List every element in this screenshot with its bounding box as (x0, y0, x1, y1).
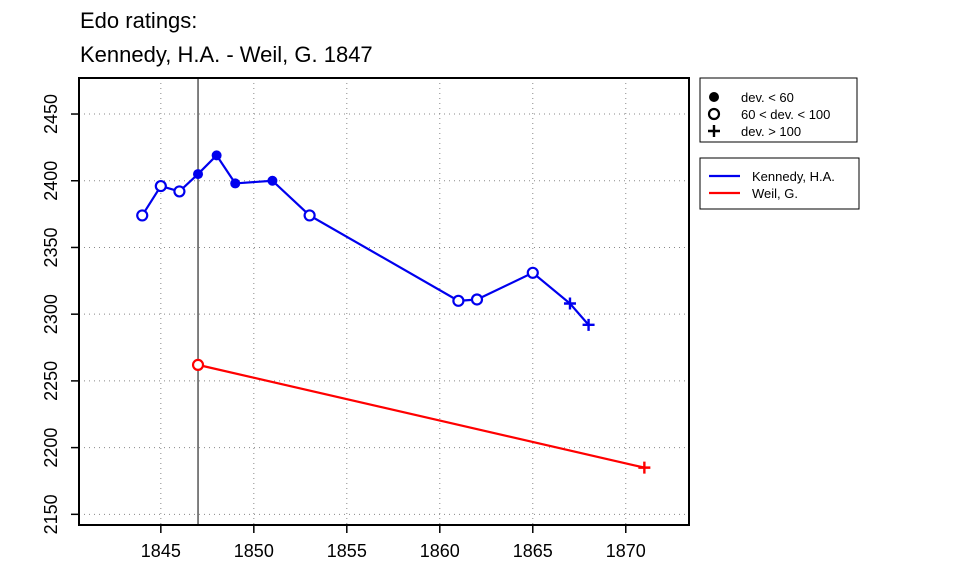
data-point-0-8 (452, 294, 465, 307)
x-tick-label-4: 1865 (513, 541, 553, 561)
data-point-0-9 (470, 293, 484, 306)
data-point-0-6 (267, 175, 278, 186)
marker-legend-box (699, 77, 858, 143)
marker-legend-symbol-1 (707, 107, 721, 121)
x-axis: 1845 1850 1855 1860 1865 1870 (141, 525, 646, 561)
series-legend-label-1: Weil, G. (752, 186, 798, 201)
series-legend-label-0: Kennedy, H.A. (752, 169, 835, 184)
data-point-0-7 (303, 209, 316, 222)
x-tick-label-3: 1860 (420, 541, 460, 561)
data-point-0-0 (136, 209, 149, 222)
series-legend-box (699, 157, 860, 210)
y-tick-label-3: 2300 (41, 294, 61, 334)
y-tick-label-2: 2250 (41, 361, 61, 401)
marker-legend-symbol-2 (708, 125, 720, 137)
x-tick-label-1: 1850 (234, 541, 274, 561)
marker-legend-symbol-0 (709, 92, 719, 102)
marker-legend-label-0: dev. < 60 (741, 90, 794, 105)
y-tick-label-5: 2400 (41, 161, 61, 201)
y-tick-label-1: 2200 (41, 428, 61, 468)
data-point-1-0 (191, 358, 205, 371)
grid-lines (79, 78, 689, 525)
chart-title-line-2: Kennedy, H.A. - Weil, G. 1847 (80, 42, 373, 67)
marker-legend-label-1: 60 < dev. < 100 (741, 107, 830, 122)
y-tick-label-0: 2150 (41, 494, 61, 534)
data-point-0-10 (526, 266, 539, 279)
data-point-0-5 (230, 178, 241, 189)
x-tick-label-0: 1845 (141, 541, 181, 561)
data-point-1-1 (638, 461, 651, 474)
y-tick-label-4: 2350 (41, 227, 61, 267)
data-point-0-1 (154, 179, 167, 193)
x-tick-label-5: 1870 (606, 541, 646, 561)
x-tick-label-2: 1855 (327, 541, 367, 561)
data-point-0-11 (563, 297, 576, 310)
chart-title-line-1: Edo ratings: (80, 8, 197, 33)
series-line-1 (197, 363, 645, 469)
marker-legend: dev. < 60 60 < dev. < 100 dev. > 100 (699, 77, 858, 143)
data-point-0-3 (193, 169, 204, 180)
marker-legend-label-2: dev. > 100 (741, 124, 801, 139)
data-point-0-2 (173, 185, 186, 198)
series-legend: Kennedy, H.A. Weil, G. (699, 157, 860, 210)
y-axis: 2150 2200 2250 2300 2350 2400 2450 (41, 94, 79, 534)
data-point-0-12 (582, 318, 595, 331)
data-point-0-4 (211, 150, 222, 161)
series-layer (136, 150, 651, 474)
y-tick-label-6: 2450 (41, 94, 61, 134)
plot-frame (78, 77, 690, 526)
